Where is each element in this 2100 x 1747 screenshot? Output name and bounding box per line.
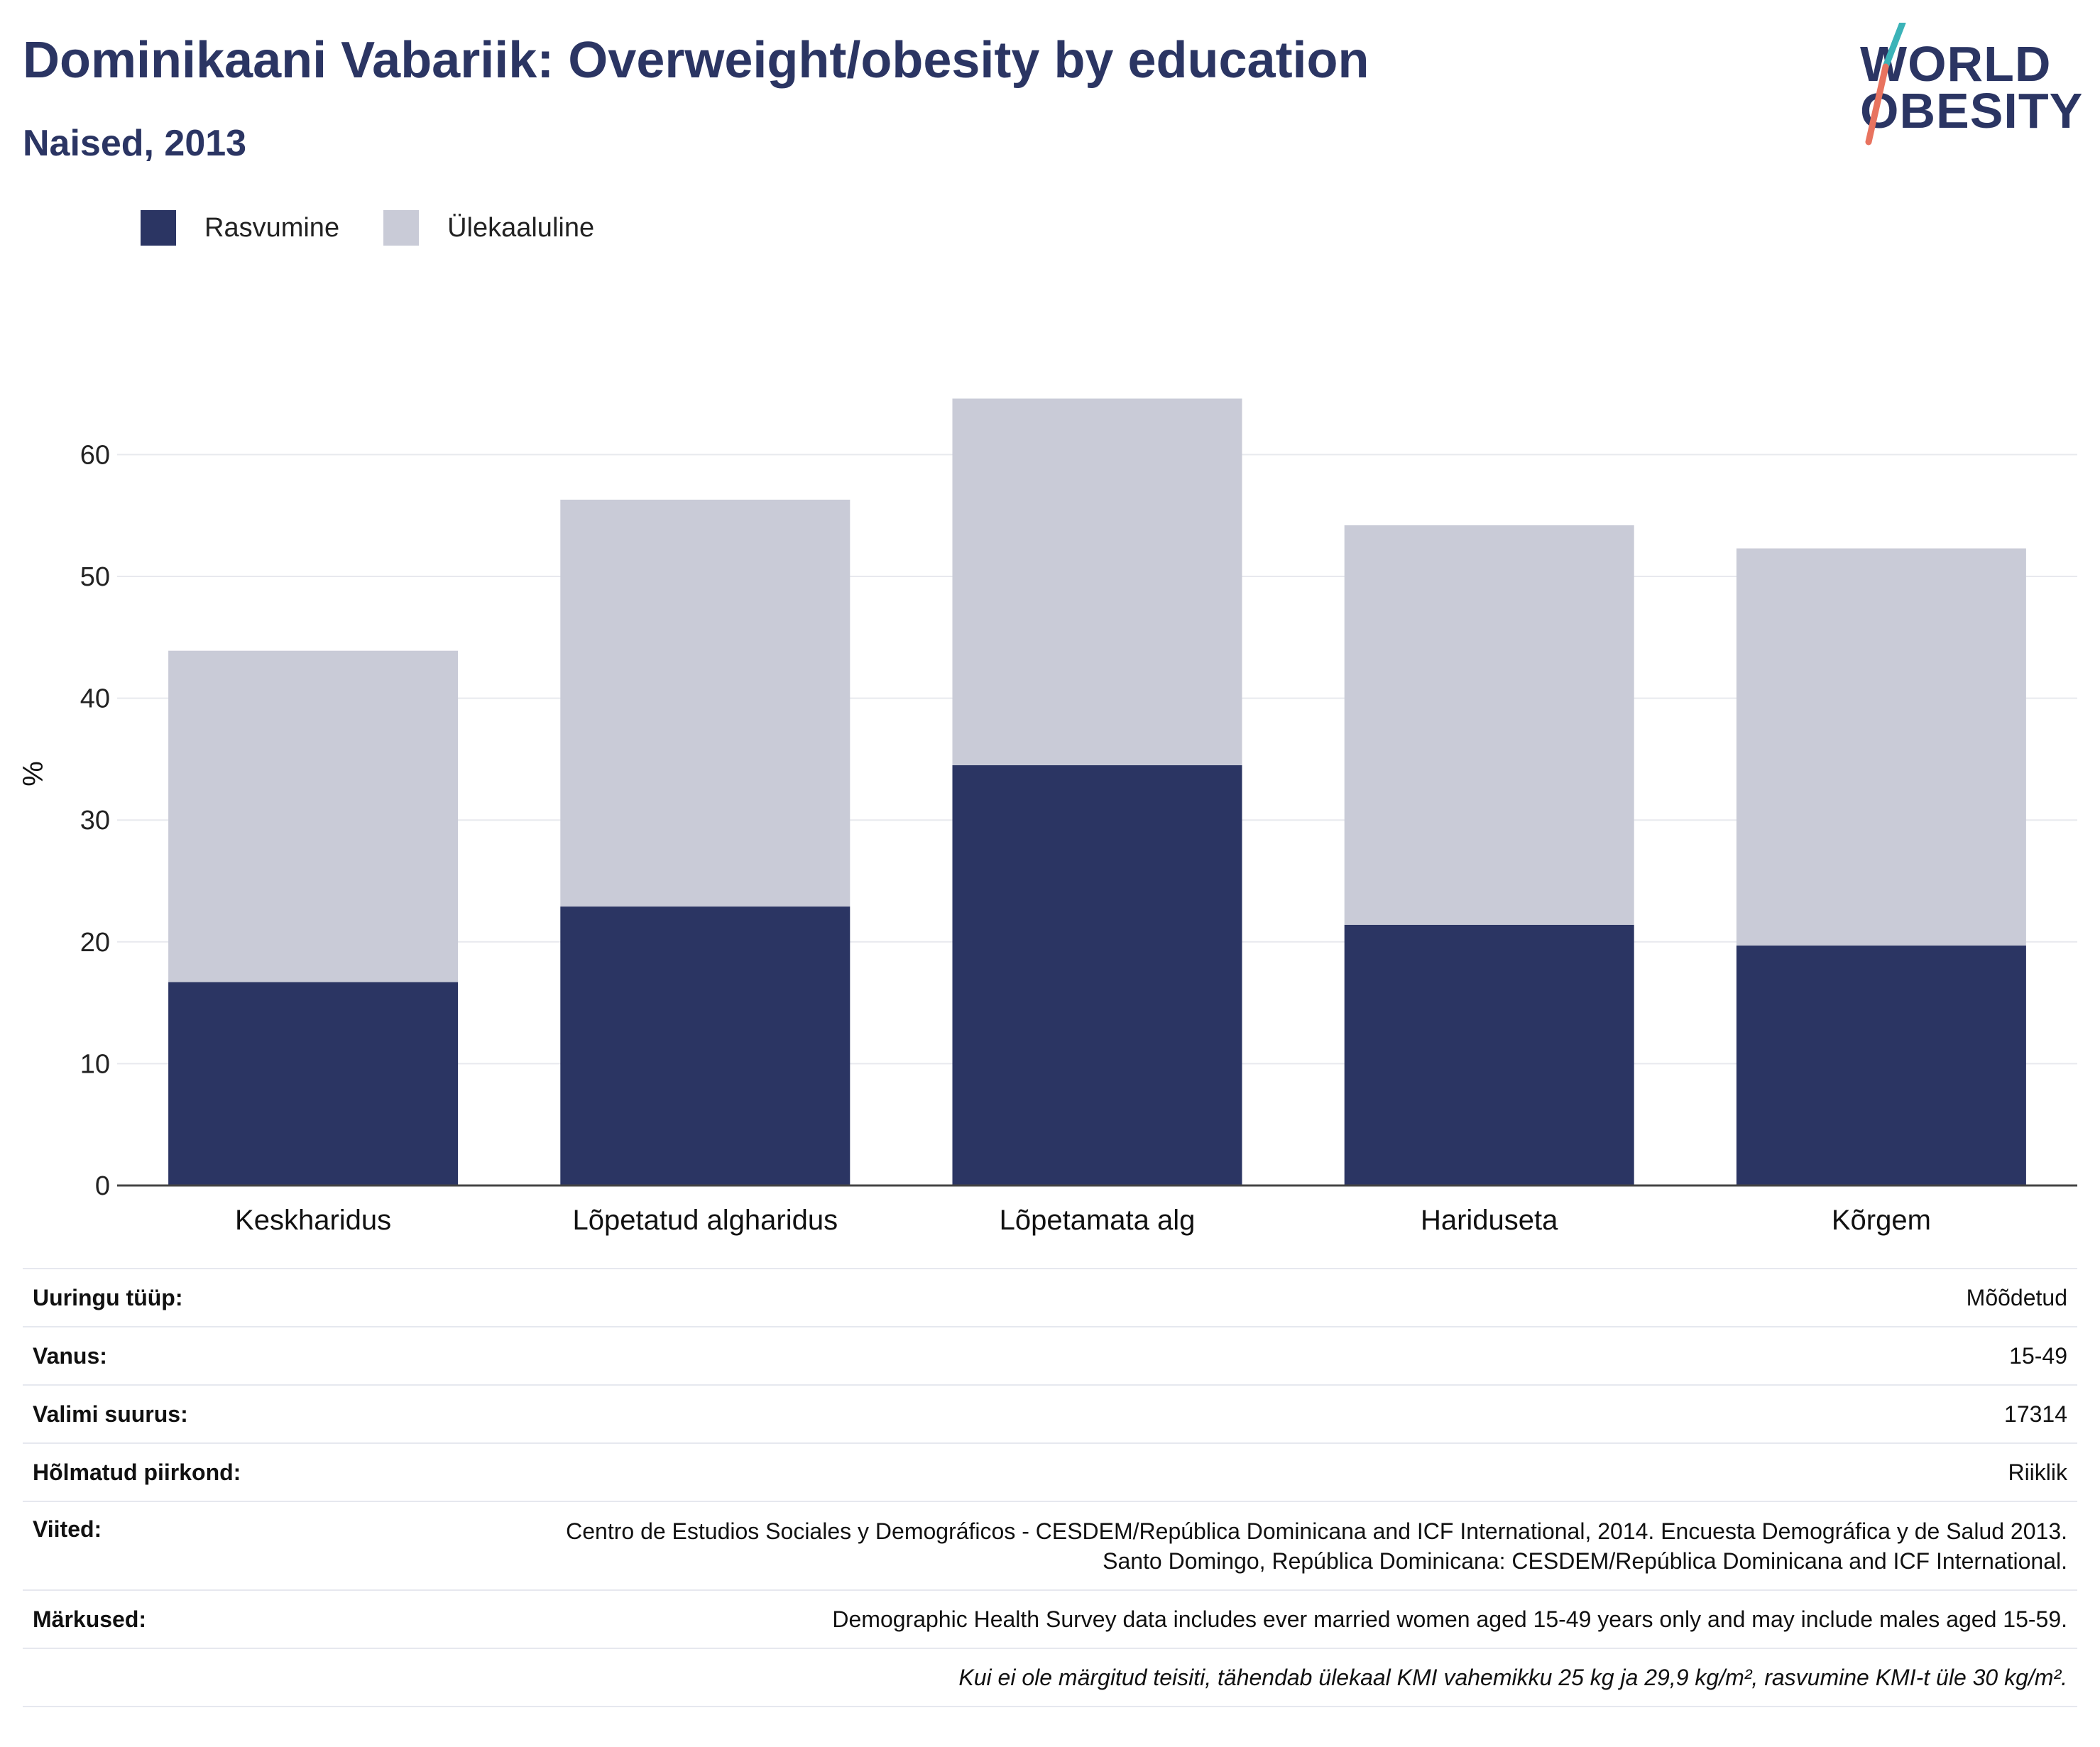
- meta-row-footnote: Kui ei ole märgitud teisiti, tähendab ül…: [23, 1649, 2077, 1707]
- meta-key-age: Vanus:: [33, 1342, 107, 1369]
- legend-item-ulekaaluline[interactable]: Ülekaaluline: [383, 210, 594, 246]
- legend-item-rasvumine[interactable]: Rasvumine: [141, 210, 339, 246]
- x-tick-label: Keskharidus: [235, 1205, 391, 1236]
- y-tick-label: 0: [95, 1171, 110, 1201]
- x-tick-label: Kõrgem: [1832, 1205, 1931, 1236]
- meta-value-area: Riiklik: [2008, 1460, 2067, 1485]
- chart-title: Dominikaani Vabariik: Overweight/obesity…: [23, 32, 1369, 89]
- bar-rasvumine[interactable]: [1344, 924, 1634, 1185]
- chart-legend: Rasvumine Ülekaaluline: [141, 210, 638, 246]
- meta-row-age: Vanus: 15-49: [23, 1327, 2077, 1386]
- meta-row-references: Viited: Centro de Estudios Sociales y De…: [23, 1502, 2077, 1591]
- y-tick-label: 40: [80, 684, 110, 714]
- logo-text-obesity: OBESITY: [1860, 83, 2084, 138]
- meta-row-notes: Märkused: Demographic Health Survey data…: [23, 1591, 2077, 1649]
- meta-key-area: Hõlmatud piirkond:: [33, 1459, 241, 1485]
- legend-swatch-ulekaaluline: [383, 210, 420, 246]
- y-tick-label: 30: [80, 806, 110, 836]
- stacked-bar-chart: 0 10 20 30 40 50 60 Keskharidus Lõpetatud alghar…: [18, 398, 2077, 1236]
- bar-rasvumine[interactable]: [560, 907, 851, 1185]
- y-tick-label: 60: [80, 440, 110, 470]
- x-tick-label: Lõpetatud algharidus: [572, 1205, 838, 1236]
- bar-ulekaaluline[interactable]: [1736, 548, 2026, 946]
- x-tick-label: Lõpetamata alg: [1000, 1205, 1196, 1236]
- meta-value-age: 15-49: [2009, 1343, 2067, 1369]
- bar-ulekaaluline[interactable]: [168, 650, 459, 982]
- world-obesity-logo: WORLD OBESITY: [1854, 23, 2082, 150]
- meta-value-notes: Demographic Health Survey data includes …: [832, 1606, 2067, 1632]
- x-tick-label: Hariduseta: [1421, 1205, 1558, 1236]
- meta-value-references: Centro de Estudios Sociales y Demográfic…: [566, 1518, 2067, 1574]
- meta-footnote: Kui ei ole märgitud teisiti, tähendab ül…: [958, 1665, 2067, 1690]
- meta-row-area: Hõlmatud piirkond: Riiklik: [23, 1444, 2077, 1502]
- bar-ulekaaluline[interactable]: [1344, 525, 1634, 925]
- logo-slash-icon: [1865, 23, 1906, 146]
- y-tick-label: 20: [80, 928, 110, 958]
- bar-rasvumine[interactable]: [1736, 945, 2026, 1185]
- legend-swatch-rasvumine: [141, 210, 176, 246]
- y-tick-label: 10: [80, 1049, 110, 1079]
- meta-key-references: Viited:: [33, 1516, 102, 1542]
- meta-value-sample-size: 17314: [2004, 1401, 2067, 1427]
- meta-key-sample-size: Valimi suurus:: [33, 1401, 188, 1427]
- bar-ulekaaluline[interactable]: [952, 398, 1242, 765]
- chart-subtitle: Naised, 2013: [23, 123, 247, 164]
- bar-ulekaaluline[interactable]: [560, 499, 851, 907]
- meta-value-survey-type: Mõõdetud: [1966, 1285, 2067, 1310]
- y-axis-title: %: [18, 761, 49, 787]
- meta-key-notes: Märkused:: [33, 1606, 147, 1632]
- bar-rasvumine[interactable]: [168, 982, 459, 1185]
- meta-key-survey-type: Uuringu tüüp:: [33, 1284, 183, 1310]
- metadata-table: Uuringu tüüp: Mõõdetud Vanus: 15-49 Vali…: [23, 1268, 2077, 1707]
- legend-label-ulekaaluline: Ülekaaluline: [447, 212, 595, 243]
- y-tick-label: 50: [80, 562, 110, 592]
- legend-label-rasvumine: Rasvumine: [204, 212, 340, 243]
- bar-rasvumine[interactable]: [952, 765, 1242, 1185]
- meta-row-survey-type: Uuringu tüüp: Mõõdetud: [23, 1269, 2077, 1327]
- meta-row-sample-size: Valimi suurus: 17314: [23, 1386, 2077, 1444]
